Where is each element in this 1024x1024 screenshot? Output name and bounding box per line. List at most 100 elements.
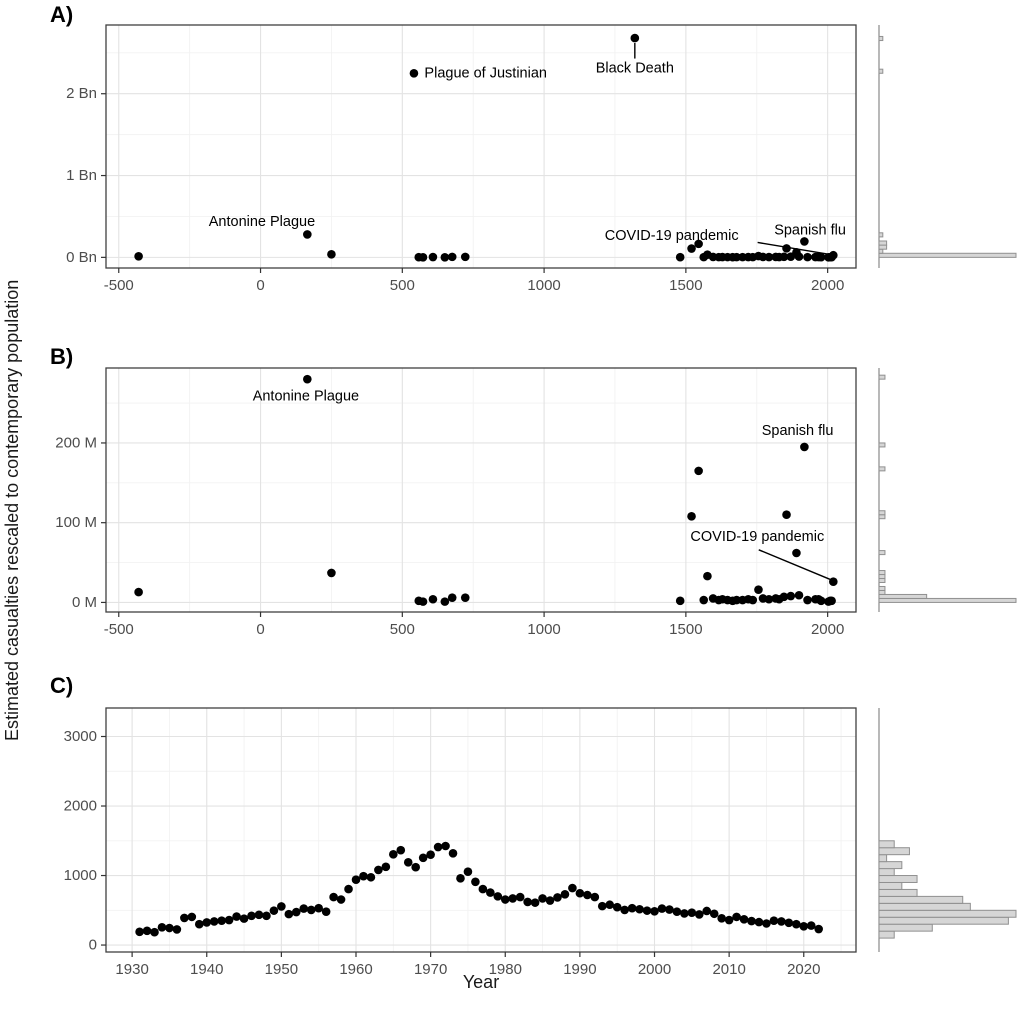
data-point — [583, 890, 592, 900]
y-tick-label: 100 M — [55, 514, 97, 531]
data-point — [321, 907, 331, 916]
data-point — [754, 917, 764, 927]
data-point — [694, 910, 704, 919]
hist-bar — [878, 514, 886, 520]
y-tick-label: 2 Bn — [66, 85, 97, 102]
hist-bar — [878, 930, 895, 939]
data-point — [351, 875, 361, 885]
y-axis-title: Estimated casualties rescaled to contemp… — [2, 279, 22, 741]
data-point — [447, 252, 457, 262]
data-point — [829, 577, 838, 586]
data-point — [799, 921, 809, 931]
x-tick-label: 500 — [390, 277, 415, 294]
data-point — [150, 927, 159, 937]
data-point — [157, 923, 167, 932]
data-point — [374, 865, 383, 875]
data-point — [448, 848, 458, 858]
data-point — [779, 252, 789, 262]
data-point — [209, 917, 219, 926]
data-point — [418, 252, 428, 262]
data-point — [359, 871, 368, 881]
data-point — [269, 906, 279, 915]
data-point — [672, 907, 682, 916]
data-point — [254, 910, 264, 920]
data-point — [440, 597, 450, 606]
data-point — [440, 252, 450, 262]
data-point — [764, 594, 774, 604]
data-point — [816, 252, 826, 262]
data-point — [299, 904, 309, 913]
data-point — [135, 927, 144, 937]
data-point — [732, 252, 741, 262]
hist-bar — [878, 840, 895, 849]
x-tick-label: 2000 — [638, 961, 671, 978]
data-point — [694, 466, 703, 476]
data-point — [732, 912, 741, 922]
data-point — [794, 590, 804, 600]
hist-bar — [878, 868, 895, 877]
data-point — [165, 923, 174, 933]
x-tick-label: 2010 — [712, 961, 745, 978]
y-tick-label: 0 Bn — [66, 249, 97, 266]
data-point — [232, 912, 241, 921]
data-point — [447, 593, 457, 602]
hist-bar — [878, 35, 884, 42]
data-point — [702, 906, 712, 916]
x-tick-label: 1930 — [115, 961, 148, 978]
hist-bar — [878, 854, 888, 863]
data-point — [428, 252, 438, 262]
x-tick-label: 0 — [256, 621, 264, 638]
data-point — [493, 892, 503, 901]
data-point — [724, 915, 734, 925]
hist-bar — [878, 589, 886, 595]
y-tick-label: 0 — [89, 937, 97, 954]
annotation-label: Spanish flu — [774, 222, 846, 238]
data-point — [829, 250, 838, 260]
annotation-label: Spanish flu — [762, 423, 834, 439]
data-point — [428, 594, 438, 604]
data-point — [303, 374, 312, 384]
data-point — [344, 884, 353, 894]
data-point — [782, 510, 791, 520]
data-point — [754, 585, 763, 594]
x-tick-label: 2020 — [787, 961, 820, 978]
annotation-leader-line — [757, 241, 831, 256]
data-point — [426, 850, 435, 859]
hist-bar — [878, 895, 964, 904]
hist-bar — [878, 847, 910, 856]
data-point — [597, 901, 607, 911]
data-point — [605, 900, 615, 910]
data-point — [800, 237, 809, 246]
data-point — [630, 33, 640, 43]
data-point — [782, 244, 791, 253]
hist-bar — [878, 232, 884, 238]
annotation-label: Antonine Plague — [253, 389, 359, 405]
data-point — [687, 512, 696, 521]
y-tick-label: 0 M — [72, 594, 97, 611]
data-point — [794, 252, 804, 261]
hist-bar — [878, 916, 1009, 925]
data-point — [758, 252, 768, 262]
hist-bar — [878, 248, 884, 254]
panel-B: Antonine Plague Spanish flu COVID-19 pande… — [55, 367, 1017, 638]
x-tick-label: 2000 — [811, 277, 844, 294]
data-point — [732, 595, 741, 605]
data-point — [717, 913, 726, 923]
panel-frame — [105, 367, 857, 613]
data-point — [675, 252, 685, 262]
data-point — [784, 918, 794, 928]
data-point — [329, 892, 338, 902]
data-point — [523, 897, 532, 907]
x-tick-label: 1500 — [669, 621, 702, 638]
annotation-label: Plague of Justinian — [424, 65, 547, 81]
hist-bar — [878, 244, 888, 250]
hist-bar — [878, 875, 918, 883]
data-point — [545, 896, 555, 905]
data-point — [627, 903, 637, 913]
data-point — [777, 917, 786, 926]
hist-bar — [878, 585, 886, 591]
annotation-label: Black Death — [596, 60, 674, 76]
data-point — [134, 587, 143, 597]
hist-bar — [878, 888, 918, 897]
